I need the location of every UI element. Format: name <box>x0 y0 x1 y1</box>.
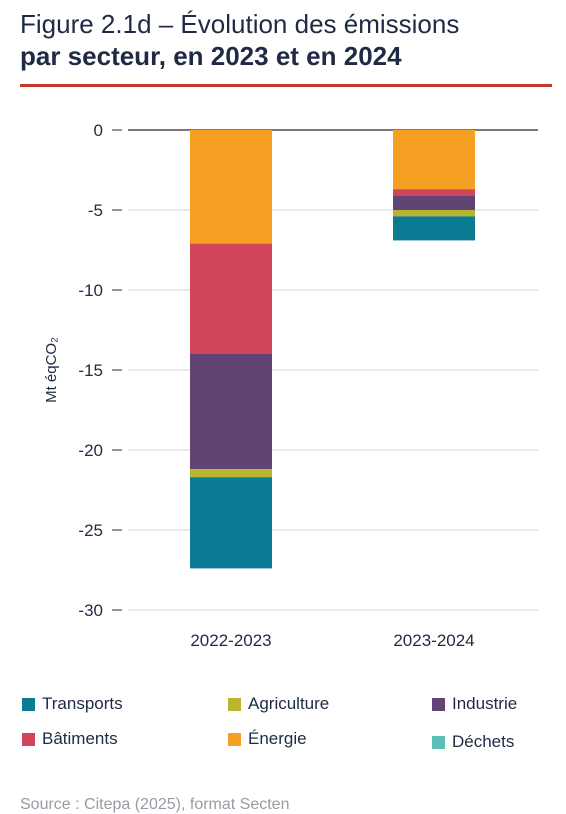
y-tick-label-0: 0 <box>94 121 103 140</box>
bar-2022-2023-bâtiments <box>190 243 272 354</box>
bars <box>190 130 475 569</box>
legend-label-energie: Énergie <box>248 729 307 748</box>
legend-item-industrie: Industrie <box>432 694 517 714</box>
bar-2023-2024-agriculture <box>393 210 475 217</box>
y-axis-label: Mt éqCO₂ <box>43 337 60 403</box>
bar-2023-2024-énergie <box>393 130 475 190</box>
bar-2022-2023-agriculture <box>190 469 272 478</box>
axes: 0 -5 -10 -15 -20 -25 -30 2022-2023 2023-2024 <box>78 121 474 650</box>
legend-label-transports: Transports <box>42 694 123 713</box>
source-note: Source : Citepa (2025), format Secten <box>20 796 290 813</box>
legend-swatch-industrie <box>432 697 445 711</box>
title-divider <box>20 84 552 87</box>
y-tick-label-6: -30 <box>78 601 103 620</box>
bar-2023-2024-bâtiments <box>393 189 475 196</box>
y-tick-label-4: -20 <box>78 441 103 460</box>
legend-swatch-dechets <box>432 735 445 749</box>
legend-item-transports: Transports <box>22 694 123 714</box>
y-tick-label-1: -5 <box>88 201 103 220</box>
legend-swatch-agriculture <box>228 697 241 711</box>
y-tick-label-3: -15 <box>78 361 103 380</box>
legend-item-agriculture: Agriculture <box>228 694 329 714</box>
legend-swatch-batiments <box>22 732 35 746</box>
stacked-bar-chart: 0 -5 -10 -15 -20 -25 -30 2022-2023 2023-2024 Mt … <box>43 121 538 650</box>
legend-label-batiments: Bâtiments <box>42 729 118 748</box>
bar-2023-2024-industrie <box>393 195 475 210</box>
title-line-1: Figure 2.1d – Évolution des émissions <box>20 9 460 39</box>
y-tick-label-2: -10 <box>78 281 103 300</box>
gridlines <box>128 129 538 611</box>
bar-2022-2023-énergie <box>190 130 272 244</box>
y-tick-label-5: -25 <box>78 521 103 540</box>
legend-swatch-transports <box>22 697 35 711</box>
bar-2022-2023-industrie <box>190 354 272 470</box>
x-tick-label-0: 2022-2023 <box>190 631 271 650</box>
bar-2022-2023-transports <box>190 477 272 569</box>
legend-item-energie: Énergie <box>228 729 307 749</box>
title-line-2: par secteur, en 2023 et en 2024 <box>20 41 402 71</box>
legend-label-agriculture: Agriculture <box>248 694 330 713</box>
legend-swatch-energie <box>228 732 241 746</box>
legend: Transports Agriculture Industrie Bâtimen… <box>22 690 552 770</box>
legend-item-dechets: Déchets <box>432 732 514 752</box>
legend-item-batiments: Bâtiments <box>22 729 118 749</box>
legend-label-industrie: Industrie <box>452 694 518 713</box>
x-tick-label-1: 2023-2024 <box>393 631 474 650</box>
bar-2023-2024-transports <box>393 216 475 241</box>
legend-label-dechets: Déchets <box>452 732 515 751</box>
chart-title: Figure 2.1d – Évolution des émissions pa… <box>20 8 546 72</box>
